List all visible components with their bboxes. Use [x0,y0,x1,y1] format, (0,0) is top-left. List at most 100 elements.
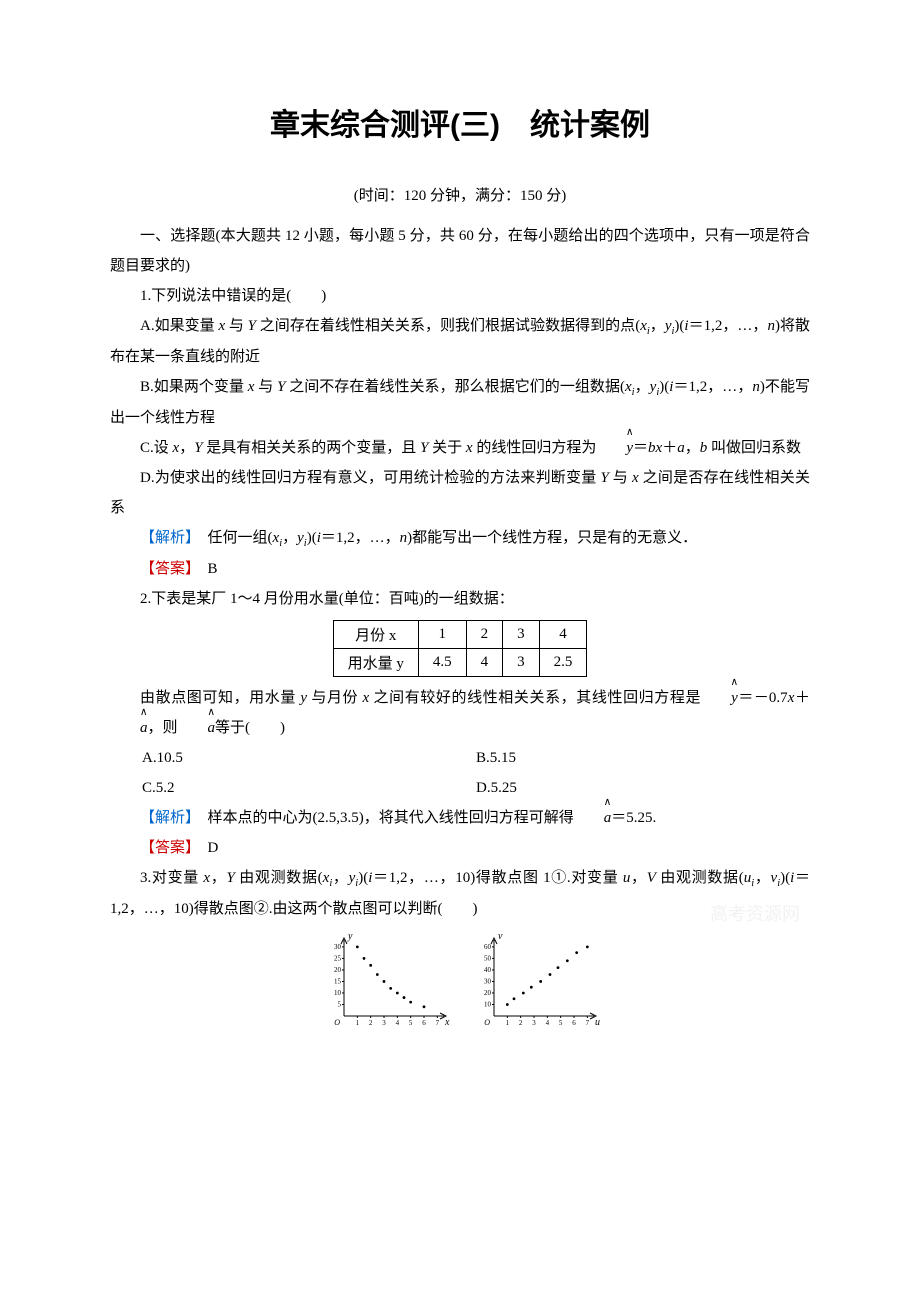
cell: 1 [418,621,466,649]
text: 由散点图可知，用水量 [140,690,300,706]
text: ， [635,379,650,395]
q1-optA: A.如果变量 x 与 Y 之间存在着线性相关关系，则我们根据试验数据得到的点(x… [110,311,810,372]
text: ，则 [148,720,178,736]
text: ， [650,318,665,334]
q2-stem: 2.下表是某厂 1～4 月份用水量(单位：百吨)的一组数据： [110,584,810,614]
svg-text:5: 5 [559,1019,563,1027]
q1-answer: 【答案】 B [110,554,810,584]
q2-line2: 由散点图可知，用水量 y 与月份 x 之间有较好的线性相关关系，其线性回归方程是… [110,683,810,743]
table-row: 月份 x 1 2 3 4 [333,621,587,649]
text: B.如果两个变量 [140,379,248,395]
text: 与 [254,379,277,395]
text: 3.对变量 [140,870,203,886]
cell: 用水量 y [333,649,418,677]
q2-analyze: 【解析】 样本点的中心为(2.5,3.5)，将其代入线性回归方程可解得a＝5.2… [110,803,810,833]
text: 由观测数据( [656,870,744,886]
var-ahat: a [574,803,612,833]
svg-text:1: 1 [356,1019,360,1027]
cell: 4.5 [418,649,466,677]
text: 与 [609,470,632,486]
var-V: V [647,870,656,886]
var-yi: y [297,530,304,546]
text: 样本点的中心为(2.5,3.5)，将其代入线性回归方程可解得 [193,810,574,826]
var-n: n [752,379,760,395]
var-Y: Y [194,440,202,456]
q2-optC: C.5.2 [142,773,476,803]
svg-text:7: 7 [586,1019,590,1027]
text: C.设 [140,440,173,456]
text: ＋ [662,440,677,456]
text: ＝1,2，…， [673,379,752,395]
var-Y: Y [248,318,256,334]
answer-text: B [193,561,218,577]
text: 与 [225,318,248,334]
analyze-label: 【解析】 [140,810,193,826]
text: ＝5.25. [611,810,656,826]
q2-answer: 【答案】 D [110,833,810,863]
svg-text:O: O [334,1018,340,1027]
svg-text:1: 1 [506,1019,510,1027]
cell: 3 [503,621,540,649]
svg-text:4: 4 [396,1019,400,1027]
cell: 月份 x [333,621,418,649]
text: ＝1,2，…， [321,530,400,546]
text: 任何一组( [193,530,273,546]
text: 与月份 [307,690,363,706]
cell: 3 [503,649,540,677]
text: ， [630,870,646,886]
q2-optD: D.5.25 [476,773,810,803]
text: )( [674,318,684,334]
text: 之间存在着线性相关关系，则我们根据试验数据得到的点( [256,318,640,334]
cell: 4 [539,621,587,649]
q3-stem: 3.对变量 x，Y 由观测数据(xi，yi)(i＝1,2，…，10)得散点图 1… [110,863,810,924]
var-n: n [767,318,775,334]
scatter-plot-1: 510152025301234567Oyx [320,930,450,1030]
text: ， [685,440,700,456]
q2-table: 月份 x 1 2 3 4 用水量 y 4.5 4 3 2.5 [333,620,588,677]
svg-text:40: 40 [484,966,492,974]
q2-optB: B.5.15 [476,743,810,773]
table-row: 用水量 y 4.5 4 3 2.5 [333,649,587,677]
scatter-plot-2: 1020304050601234567Ovu [470,930,600,1030]
answer-label: 【答案】 [140,561,193,577]
svg-text:x: x [444,1017,450,1028]
q1-analyze: 【解析】 任何一组(xi，yi)(i＝1,2，…，n)都能写出一个线性方程，只是… [110,523,810,554]
text: 用水量 y [348,656,404,672]
var-ahat: a [110,713,148,743]
text: )( [780,870,790,886]
text: ， [210,870,226,886]
q1-optB: B.如果两个变量 x 与 Y 之间不存在着线性关系，那么根据它们的一组数据(xi… [110,372,810,433]
var-yhat: y [596,433,633,463]
q1-optC: C.设 x，Y 是具有相关关系的两个变量，且 Y 关于 x 的线性回归方程为y＝… [110,433,810,463]
text: 由观测数据( [235,870,323,886]
section-intro: 一、选择题(本大题共 12 小题，每小题 5 分，共 60 分，在每小题给出的四… [110,221,810,281]
var-xi: x [640,318,647,334]
svg-text:25: 25 [334,954,342,962]
text: 等于( ) [215,720,285,736]
svg-text:4: 4 [546,1019,550,1027]
svg-text:y: y [347,931,353,942]
text: 之间不存在着线性关系，那么根据它们的一组数据( [285,379,625,395]
svg-text:5: 5 [409,1019,413,1027]
svg-text:10: 10 [484,1000,492,1008]
text: A.如果变量 [140,318,218,334]
text: )( [358,870,368,886]
var-ahat: a [178,713,216,743]
var-y: y [300,690,307,706]
text: ＋ [794,690,810,706]
answer-text: D [193,840,219,856]
svg-text:50: 50 [484,954,492,962]
svg-text:O: O [484,1018,490,1027]
svg-text:6: 6 [572,1019,576,1027]
var-xi: x [625,379,632,395]
exam-subtitle: (时间：120 分钟，满分：150 分) [110,184,810,205]
text: )( [659,379,669,395]
svg-text:6: 6 [422,1019,426,1027]
text: 之间有较好的线性相关关系，其线性回归方程是 [369,690,701,706]
q1-stem: 1.下列说法中错误的是( ) [110,281,810,311]
cell: 2.5 [539,649,587,677]
q2-options: A.10.5 B.5.15 C.5.2 D.5.25 [110,743,810,803]
text: 是具有相关关系的两个变量，且 [203,440,421,456]
var-yi: y [665,318,672,334]
svg-text:7: 7 [436,1019,440,1027]
